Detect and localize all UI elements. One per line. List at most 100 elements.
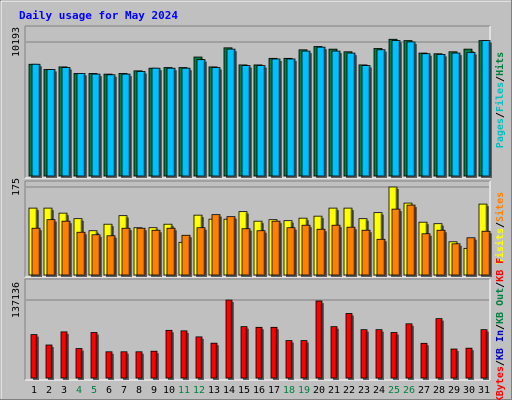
bar-files-day-29 bbox=[451, 52, 461, 177]
bar-sites-day-16 bbox=[256, 230, 266, 276]
bar-kbytes-day-16 bbox=[255, 326, 263, 379]
bar-kbytes-day-24 bbox=[375, 329, 383, 379]
bar-files-day-16 bbox=[256, 65, 266, 177]
bar-files-day-22 bbox=[346, 52, 356, 177]
bar-files-day-18 bbox=[286, 58, 296, 177]
bar-sites-day-2 bbox=[46, 219, 56, 276]
bar-kbytes-day-7 bbox=[120, 351, 128, 379]
legend-entry: KBytes bbox=[495, 366, 506, 400]
y-max-label: 175 bbox=[11, 178, 22, 196]
bar-sites-day-25 bbox=[391, 208, 401, 276]
bar-sites-day-11 bbox=[181, 234, 191, 276]
bar-files-day-30 bbox=[466, 52, 476, 177]
x-tick-label-day-1: 1 bbox=[31, 385, 37, 396]
x-tick-label-day-25: 25 bbox=[388, 385, 400, 396]
bar-sites-day-12 bbox=[196, 227, 206, 276]
bar-sites-day-24 bbox=[376, 238, 386, 276]
bar-files-day-13 bbox=[211, 67, 221, 177]
bar-sites-day-30 bbox=[466, 237, 476, 276]
bar-kbytes-day-31 bbox=[480, 329, 488, 379]
bar-kbytes-day-13 bbox=[210, 342, 218, 379]
bar-sites-day-18 bbox=[286, 227, 296, 276]
bar-kbytes-day-20 bbox=[315, 300, 323, 379]
bar-kbytes-day-3 bbox=[60, 331, 68, 379]
x-tick-label-day-19: 19 bbox=[298, 385, 310, 396]
legend-separator: / bbox=[495, 222, 506, 228]
bar-files-day-26 bbox=[406, 41, 416, 177]
bar-kbytes-day-11 bbox=[180, 330, 188, 379]
x-tick-label-day-28: 28 bbox=[433, 385, 445, 396]
x-tick-label-day-10: 10 bbox=[163, 385, 175, 396]
bar-sites-day-31 bbox=[481, 230, 491, 276]
bar-files-day-28 bbox=[436, 53, 446, 177]
x-tick-label-day-22: 22 bbox=[343, 385, 355, 396]
bar-kbytes-day-4 bbox=[75, 348, 83, 379]
x-tick-label-day-6: 6 bbox=[106, 385, 112, 396]
bar-sites-day-4 bbox=[76, 231, 86, 276]
x-tick-label-day-30: 30 bbox=[463, 385, 475, 396]
bar-sites-day-27 bbox=[421, 233, 431, 276]
bar-kbytes-day-23 bbox=[360, 329, 368, 379]
bar-files-day-25 bbox=[391, 40, 401, 177]
x-tick-label-day-24: 24 bbox=[373, 385, 385, 396]
bar-files-day-5 bbox=[91, 73, 101, 177]
bar-kbytes-day-17 bbox=[270, 326, 278, 379]
bar-kbytes-day-1 bbox=[30, 334, 38, 379]
bar-files-day-3 bbox=[61, 67, 71, 177]
x-tick-label-day-20: 20 bbox=[313, 385, 325, 396]
legend-separator: / bbox=[495, 112, 506, 118]
x-tick-label-day-17: 17 bbox=[268, 385, 280, 396]
bar-kbytes-day-5 bbox=[90, 332, 98, 379]
bar-kbytes-day-30 bbox=[465, 347, 473, 379]
bar-files-day-21 bbox=[331, 50, 341, 177]
legend-entry: Pages bbox=[495, 118, 506, 148]
bar-files-day-14 bbox=[226, 48, 236, 177]
bar-kbytes-day-27 bbox=[420, 342, 428, 379]
bar-sites-day-6 bbox=[106, 235, 116, 276]
legend-entry: KB F bbox=[495, 258, 506, 282]
x-tick-label-day-8: 8 bbox=[136, 385, 142, 396]
bar-kbytes-day-10 bbox=[165, 329, 173, 379]
x-tick-label-day-16: 16 bbox=[253, 385, 265, 396]
panel-visits-sites: 175 Visits/Sites bbox=[11, 178, 506, 278]
y-max-label: 10193 bbox=[11, 27, 22, 57]
bar-sites-day-23 bbox=[361, 229, 371, 276]
bar-files-day-6 bbox=[106, 74, 116, 177]
bar-kbytes-day-12 bbox=[195, 336, 203, 379]
bar-sites-day-17 bbox=[271, 220, 281, 276]
legend-separator: / bbox=[495, 324, 506, 330]
legend-entry: KB Out bbox=[495, 288, 506, 324]
bar-sites-day-29 bbox=[451, 243, 461, 276]
bar-sites-day-26 bbox=[406, 204, 416, 276]
bar-kbytes-day-19 bbox=[300, 340, 308, 379]
bar-sites-day-7 bbox=[121, 227, 131, 276]
bar-files-day-23 bbox=[361, 65, 371, 177]
bar-files-day-15 bbox=[241, 65, 251, 177]
legend-entry: Files bbox=[494, 82, 506, 112]
legend-separator: / bbox=[495, 282, 506, 288]
x-tick-label-day-3: 3 bbox=[61, 385, 67, 396]
bar-kbytes-day-2 bbox=[45, 344, 53, 379]
bar-sites-day-5 bbox=[91, 234, 101, 276]
bar-kbytes-day-15 bbox=[240, 326, 248, 379]
bar-kbytes-day-6 bbox=[105, 351, 113, 379]
legend-entry: Sites bbox=[494, 192, 506, 222]
x-tick-label-day-13: 13 bbox=[208, 385, 220, 396]
x-tick-label-day-31: 31 bbox=[478, 385, 490, 396]
bar-kbytes-day-29 bbox=[450, 348, 458, 379]
bar-kbytes-day-9 bbox=[150, 350, 158, 379]
x-tick-label-day-27: 27 bbox=[418, 385, 430, 396]
bar-files-day-12 bbox=[196, 59, 206, 177]
bar-sites-day-20 bbox=[316, 228, 326, 276]
chart-title: Daily usage for May 2024 bbox=[19, 9, 178, 22]
y-max-label: 137136 bbox=[11, 282, 22, 318]
bar-files-day-17 bbox=[271, 58, 281, 177]
bar-sites-day-21 bbox=[331, 224, 341, 276]
bar-sites-day-8 bbox=[136, 227, 146, 276]
x-tick-label-day-14: 14 bbox=[223, 385, 235, 396]
bar-files-day-8 bbox=[136, 71, 146, 177]
bar-kbytes-day-25 bbox=[390, 332, 398, 379]
